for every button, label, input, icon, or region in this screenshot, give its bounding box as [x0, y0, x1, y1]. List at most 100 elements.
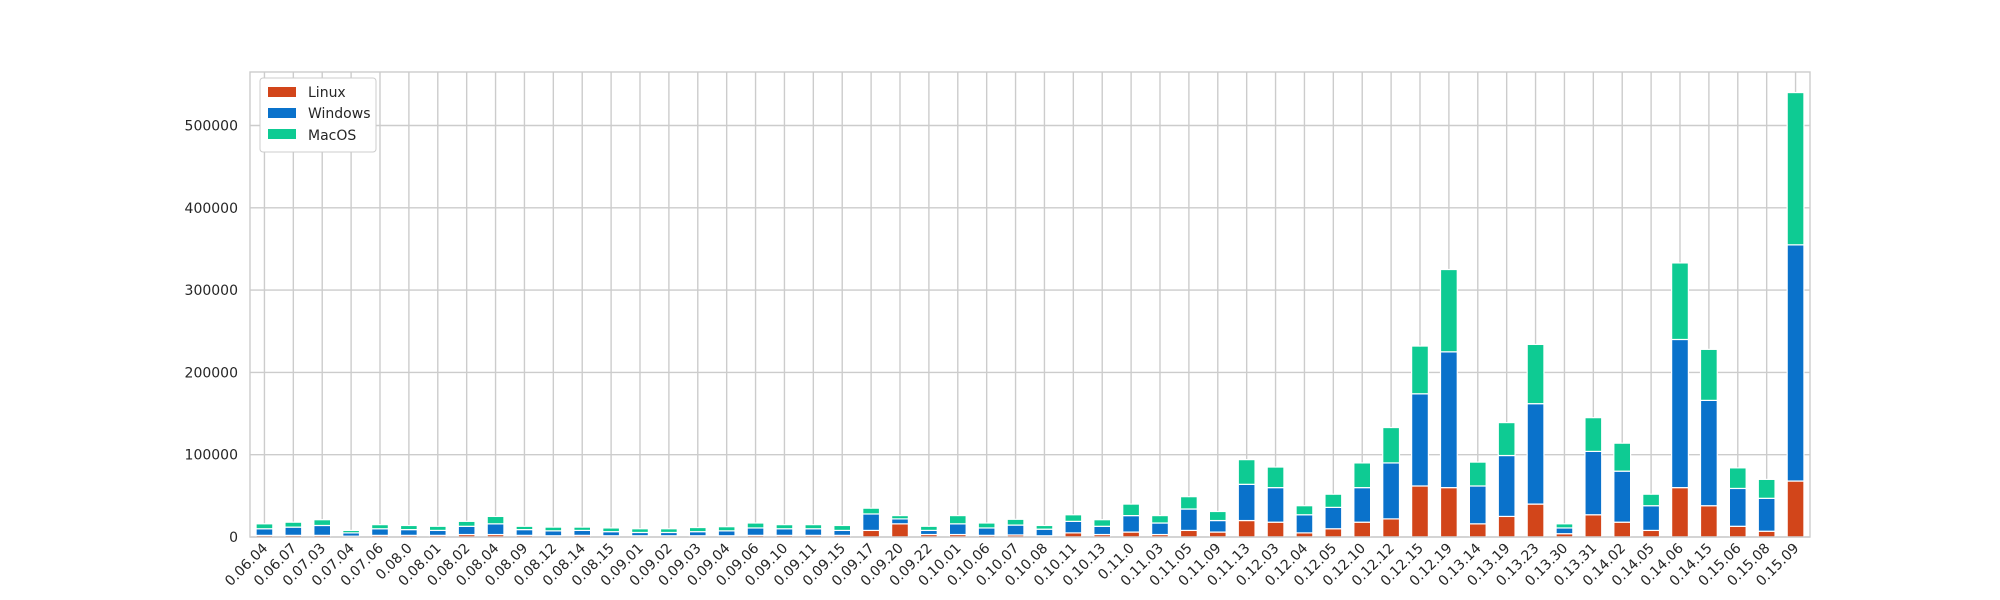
bar-linux: [891, 523, 909, 538]
bar-macos: [342, 529, 361, 534]
y-tick-label: 200000: [185, 365, 238, 381]
legend-swatch-linux: [268, 87, 296, 97]
bar-windows: [1093, 525, 1112, 536]
bar-macos: [1497, 422, 1516, 457]
bar-linux: [1468, 523, 1487, 538]
bar-windows: [1555, 527, 1574, 535]
bar-macos: [1699, 348, 1718, 401]
bar-macos: [631, 528, 649, 534]
bar-linux: [1497, 515, 1516, 538]
bar-macos: [1642, 493, 1661, 507]
y-axis: 0 100000 200000 300000 400000 500000: [185, 118, 238, 546]
bar-windows: [1671, 338, 1689, 489]
bar-windows: [1613, 470, 1632, 523]
bar-linux: [1353, 521, 1372, 538]
bar-macos: [457, 520, 476, 527]
bar-windows: [399, 528, 418, 536]
legend-label-linux: Linux: [308, 85, 346, 101]
bar-linux: [1613, 521, 1632, 538]
bar-macos: [255, 523, 274, 530]
bar-linux: [1411, 485, 1429, 538]
bar-macos: [1555, 523, 1574, 529]
legend-swatch-macos: [268, 129, 296, 139]
bar-windows: [1324, 506, 1343, 530]
bar-windows: [688, 531, 707, 537]
bar-windows: [1266, 487, 1285, 523]
bar-macos: [1266, 466, 1285, 489]
bar-macos: [1093, 519, 1112, 527]
bar-macos: [804, 524, 823, 530]
bar-windows: [833, 529, 852, 536]
bar-macos: [1613, 442, 1632, 472]
bar-windows: [717, 530, 736, 537]
bar-windows: [1353, 487, 1372, 523]
bar-macos: [284, 521, 303, 528]
bar-macos: [602, 527, 621, 533]
bar-macos: [1757, 478, 1776, 499]
bar-windows: [1728, 487, 1747, 527]
bar-macos: [1122, 503, 1141, 517]
legend: Linux Windows MacOS: [259, 77, 377, 153]
bar-windows: [544, 530, 563, 537]
grid-lines: [250, 72, 1810, 538]
legend-swatch-windows: [268, 108, 296, 118]
bar-windows: [746, 527, 765, 536]
x-axis: 0.06.040.06.070.07.030.07.040.07.060.08.…: [222, 540, 1802, 589]
bar-windows: [255, 528, 274, 536]
bar-windows: [1006, 524, 1025, 536]
bar-macos: [544, 526, 563, 532]
bar-macos: [919, 525, 938, 532]
bar-macos: [948, 515, 967, 525]
y-tick-label: 100000: [185, 448, 238, 464]
bar-windows: [1699, 399, 1718, 507]
bar-windows: [486, 523, 505, 536]
bar-windows: [1786, 244, 1805, 482]
bar-linux: [1699, 505, 1718, 538]
bar-macos: [371, 524, 389, 530]
bar-windows: [284, 526, 303, 536]
bar-windows: [573, 529, 592, 536]
y-tick-label: 0: [229, 530, 238, 546]
y-tick-label: 400000: [185, 201, 238, 217]
bar-windows: [313, 524, 332, 536]
bar-macos: [1353, 462, 1372, 489]
bar-windows: [602, 531, 621, 537]
bar-macos: [1035, 524, 1054, 530]
bar-windows: [1468, 485, 1487, 525]
bar-windows: [1295, 514, 1314, 534]
bar-macos: [486, 515, 505, 525]
bar-macos: [1151, 515, 1169, 524]
bar-macos: [659, 528, 678, 534]
bar-stacks: [255, 91, 1805, 538]
bar-macos: [313, 519, 332, 527]
bar-windows: [1584, 450, 1603, 516]
bar-macos: [1208, 510, 1227, 522]
bar-linux: [1266, 521, 1285, 538]
legend-label-macos: MacOS: [308, 128, 356, 144]
bar-linux: [1671, 487, 1689, 538]
bar-macos: [746, 522, 765, 529]
bar-macos: [1064, 514, 1083, 522]
bar-windows: [1035, 528, 1054, 537]
bar-macos: [717, 526, 736, 532]
plot-frame: [249, 71, 1811, 538]
bar-windows: [1064, 520, 1083, 534]
bar-windows: [1642, 505, 1661, 532]
bar-macos: [573, 526, 592, 532]
bar-macos: [833, 524, 852, 532]
bar-macos: [428, 525, 447, 532]
bar-windows: [919, 529, 938, 536]
bar-linux: [1122, 531, 1141, 538]
bar-macos: [1584, 417, 1603, 453]
bar-windows: [1208, 519, 1227, 533]
bar-windows: [891, 518, 909, 525]
bar-linux: [1439, 487, 1458, 538]
bar-windows: [1179, 508, 1198, 532]
bar-macos: [1439, 268, 1458, 353]
bar-windows: [457, 525, 476, 536]
bar-windows: [1439, 351, 1458, 489]
y-tick-label: 300000: [185, 283, 238, 299]
bar-linux: [1728, 525, 1747, 538]
bar-macos: [1006, 518, 1025, 526]
